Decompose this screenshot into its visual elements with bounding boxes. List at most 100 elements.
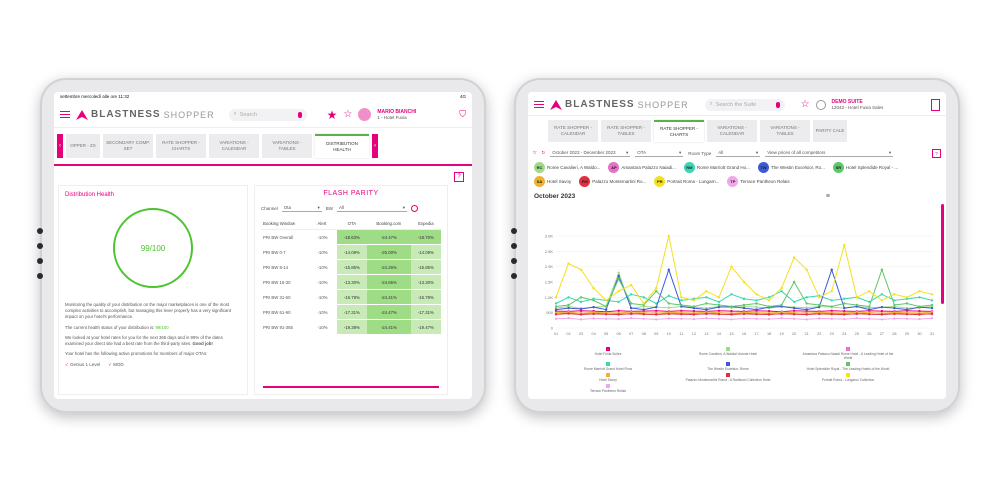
data-point[interactable] bbox=[667, 268, 670, 271]
data-point[interactable] bbox=[655, 305, 658, 309]
data-point[interactable] bbox=[554, 302, 558, 305]
data-point[interactable] bbox=[567, 306, 570, 310]
data-point[interactable] bbox=[579, 296, 583, 299]
data-point[interactable] bbox=[592, 286, 595, 290]
data-point[interactable] bbox=[755, 308, 758, 311]
competitor-legend-item[interactable]: PR Portrait Roma - Lungarn... bbox=[654, 176, 719, 187]
competitor-legend-item[interactable]: PM Palazzo Montemartini Ro... bbox=[579, 176, 646, 187]
data-point[interactable] bbox=[579, 268, 583, 271]
help-icon[interactable]: ? bbox=[454, 172, 464, 182]
data-point[interactable] bbox=[742, 312, 746, 316]
data-point[interactable] bbox=[930, 293, 934, 296]
data-point[interactable] bbox=[780, 286, 783, 290]
competitors-select[interactable]: View prices of all competitors ▾ bbox=[765, 150, 894, 157]
data-point[interactable] bbox=[655, 313, 658, 316]
series-legend-item[interactable]: Amantara Palazzo Naiadi Rome Hotel - A L… bbox=[798, 347, 898, 360]
data-point[interactable] bbox=[818, 296, 821, 299]
data-point[interactable] bbox=[930, 312, 934, 315]
data-point[interactable] bbox=[655, 290, 658, 293]
data-point[interactable] bbox=[642, 308, 645, 311]
data-point[interactable] bbox=[567, 303, 570, 307]
data-point[interactable] bbox=[930, 303, 934, 307]
data-point[interactable] bbox=[667, 302, 670, 305]
data-point[interactable] bbox=[792, 306, 796, 310]
data-point[interactable] bbox=[755, 313, 758, 316]
data-point[interactable] bbox=[755, 299, 758, 302]
series-line[interactable] bbox=[555, 271, 933, 309]
data-point[interactable] bbox=[692, 299, 696, 302]
data-point[interactable] bbox=[667, 312, 670, 316]
microphone-icon[interactable] bbox=[297, 111, 302, 118]
data-point[interactable] bbox=[767, 305, 771, 308]
data-point[interactable] bbox=[717, 317, 721, 320]
data-point[interactable] bbox=[642, 302, 645, 305]
data-point[interactable] bbox=[630, 316, 633, 320]
data-point[interactable] bbox=[805, 313, 808, 316]
data-point[interactable] bbox=[893, 303, 896, 307]
data-point[interactable] bbox=[680, 313, 683, 316]
favorites-list-icon[interactable]: ☆ bbox=[343, 109, 353, 120]
data-point[interactable] bbox=[667, 234, 670, 238]
data-point[interactable] bbox=[792, 300, 796, 304]
data-point[interactable] bbox=[579, 313, 583, 316]
tab-parity-calendar[interactable]: PARITY CALE bbox=[813, 120, 847, 142]
data-point[interactable] bbox=[742, 317, 746, 320]
data-point[interactable] bbox=[905, 313, 909, 316]
data-point[interactable] bbox=[617, 317, 620, 321]
data-point[interactable] bbox=[617, 300, 620, 304]
data-point[interactable] bbox=[805, 296, 808, 299]
data-point[interactable] bbox=[667, 294, 670, 297]
data-point[interactable] bbox=[880, 299, 884, 302]
data-point[interactable] bbox=[617, 309, 620, 313]
tab-scroll-right-icon[interactable]: › bbox=[372, 134, 378, 158]
data-point[interactable] bbox=[805, 308, 808, 311]
data-point[interactable] bbox=[705, 312, 708, 315]
hamburger-menu-icon[interactable] bbox=[60, 110, 70, 119]
data-point[interactable] bbox=[830, 313, 833, 316]
series-legend-item[interactable]: Rome Marriott Grand Hotel Flora bbox=[558, 362, 658, 371]
data-point[interactable] bbox=[680, 296, 683, 299]
data-point[interactable] bbox=[930, 299, 934, 302]
data-point[interactable] bbox=[918, 317, 921, 321]
data-point[interactable] bbox=[705, 290, 708, 293]
data-point[interactable] bbox=[843, 309, 846, 313]
tab-rate-shopper-zs[interactable]: OPPER - ZS bbox=[66, 134, 100, 158]
tab-rate-shopper-charts[interactable]: RATE SHOPPER - CHARTS bbox=[654, 120, 704, 142]
data-point[interactable] bbox=[830, 305, 833, 308]
tab-distribution-health[interactable]: DISTRIBUTION HEALTH bbox=[315, 134, 369, 158]
data-point[interactable] bbox=[755, 317, 758, 320]
data-point[interactable] bbox=[780, 290, 783, 293]
data-point[interactable] bbox=[592, 312, 595, 316]
scrollbar[interactable] bbox=[263, 386, 439, 388]
data-point[interactable] bbox=[830, 290, 833, 293]
data-point[interactable] bbox=[717, 303, 721, 307]
shield-icon[interactable]: ⛉ bbox=[459, 109, 466, 119]
data-point[interactable] bbox=[617, 271, 620, 274]
data-point[interactable] bbox=[742, 280, 746, 284]
data-point[interactable] bbox=[855, 296, 858, 299]
chart-menu-icon[interactable]: ≡ bbox=[825, 193, 830, 200]
competitor-legend-item[interactable]: RC Rome Cavalieri, A Waldo... bbox=[534, 162, 600, 173]
data-point[interactable] bbox=[692, 309, 696, 313]
data-point[interactable] bbox=[705, 316, 708, 320]
data-point[interactable] bbox=[930, 306, 934, 310]
data-point[interactable] bbox=[592, 299, 595, 302]
data-point[interactable] bbox=[579, 307, 583, 311]
data-point[interactable] bbox=[918, 313, 921, 316]
data-point[interactable] bbox=[780, 316, 783, 320]
data-point[interactable] bbox=[830, 299, 833, 302]
data-point[interactable] bbox=[792, 256, 796, 259]
data-point[interactable] bbox=[554, 296, 558, 299]
help-icon[interactable]: ? bbox=[932, 148, 941, 158]
data-point[interactable] bbox=[767, 296, 771, 299]
data-point[interactable] bbox=[730, 309, 733, 313]
data-point[interactable] bbox=[767, 299, 771, 302]
data-point[interactable] bbox=[792, 309, 796, 313]
data-point[interactable] bbox=[805, 318, 808, 321]
data-point[interactable] bbox=[617, 277, 620, 281]
data-point[interactable] bbox=[868, 313, 871, 316]
room-type-select[interactable]: All ▾ bbox=[716, 150, 761, 157]
data-point[interactable] bbox=[868, 317, 871, 320]
data-point[interactable] bbox=[630, 302, 633, 305]
data-point[interactable] bbox=[843, 306, 846, 310]
